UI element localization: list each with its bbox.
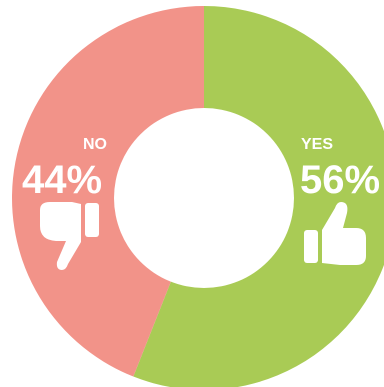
value-label-no: 44% (22, 158, 102, 202)
thumbs-up-icon (304, 202, 366, 265)
thumbs-down-icon (40, 202, 99, 270)
value-label-yes: 56% (300, 158, 380, 202)
category-label-yes: YES (301, 136, 333, 153)
donut-hole (114, 108, 294, 288)
category-label-no: NO (83, 136, 107, 153)
slice-no (11, 6, 205, 377)
